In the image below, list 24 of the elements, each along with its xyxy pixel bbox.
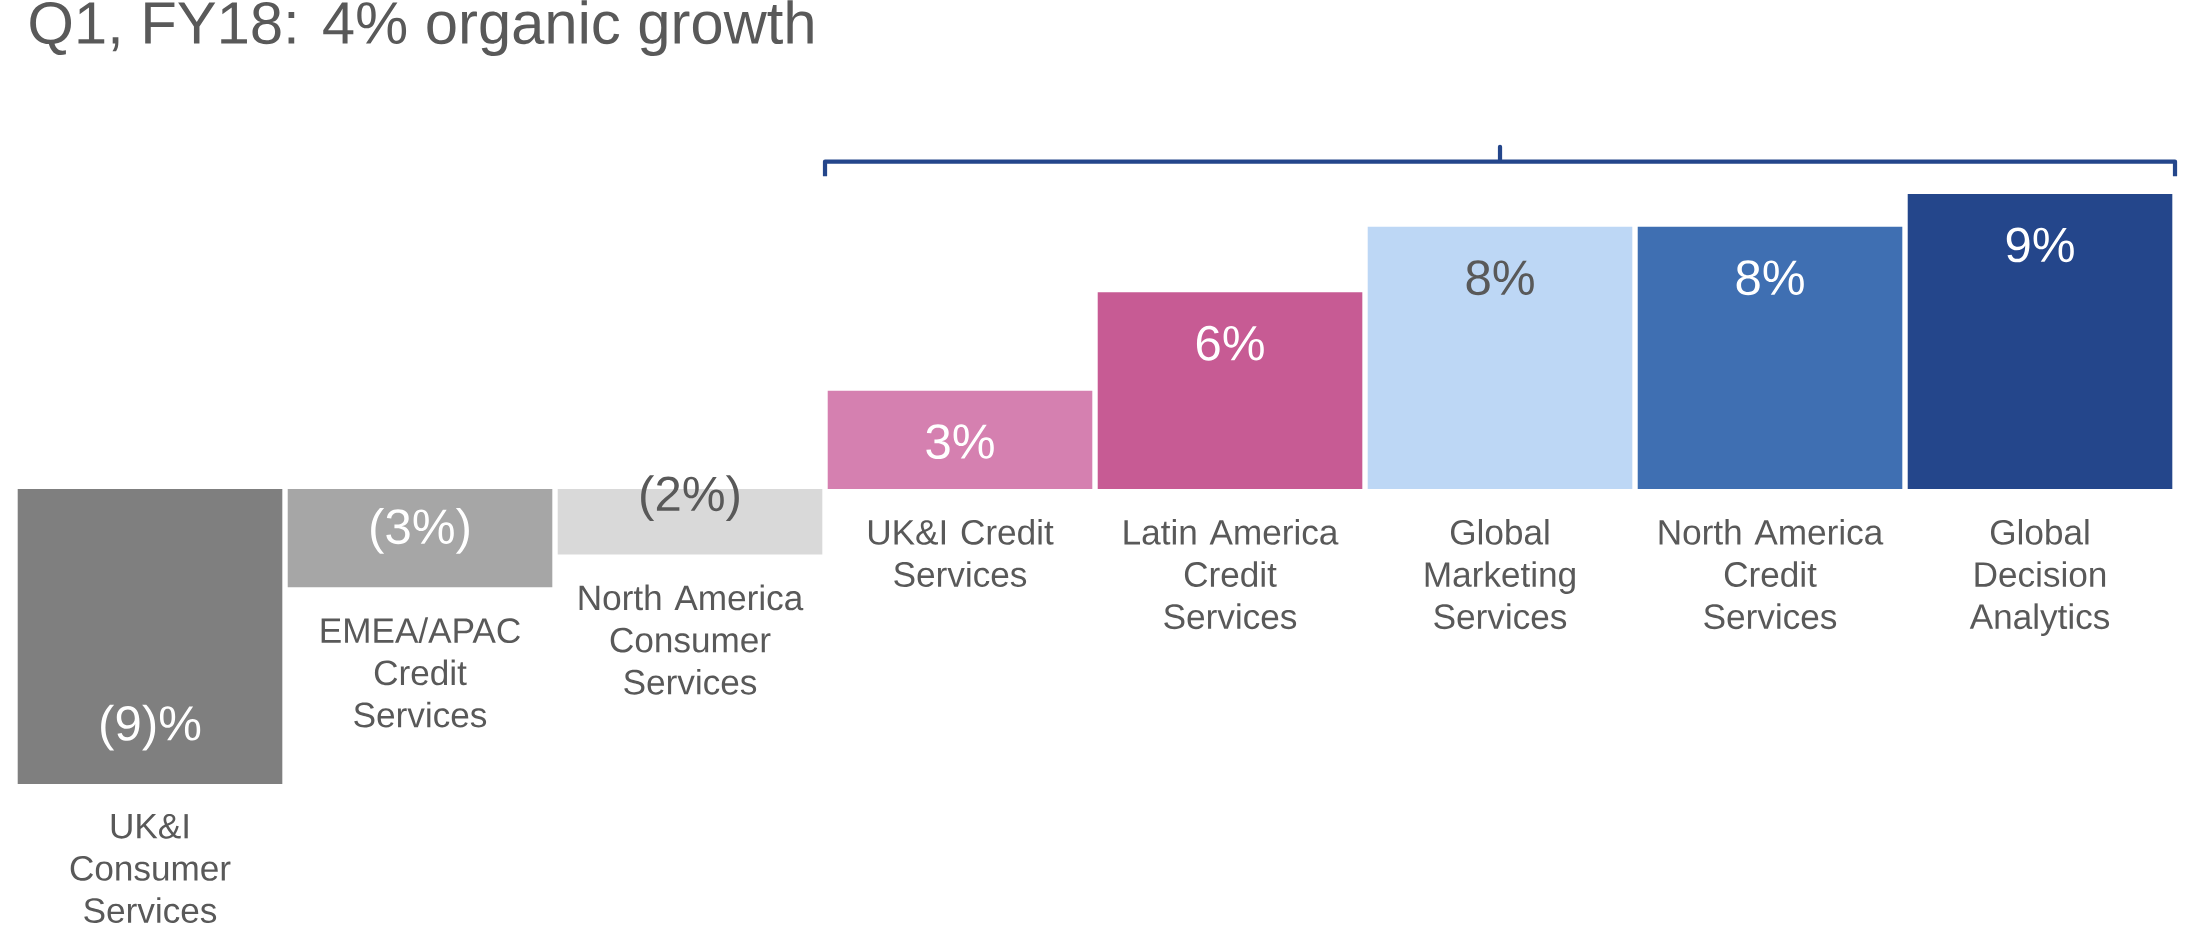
bar bbox=[1367, 226, 1633, 489]
x-tick-label: Latin America Credit Services bbox=[1124, 518, 1339, 630]
chart-title: Q1, FY18: 4% organic growth bbox=[30, 0, 813, 57]
data-label: (2%) bbox=[641, 475, 739, 522]
x-tick-label: North America Consumer Services bbox=[579, 584, 804, 695]
x-tick-label: UK&I Consumer Services bbox=[70, 814, 231, 923]
data-label: 3% bbox=[926, 424, 994, 460]
x-tick-label: Global Decision Analytics bbox=[1969, 518, 2110, 637]
bar bbox=[1097, 292, 1363, 489]
data-label: (3%) bbox=[371, 507, 469, 554]
x-tick-label: UK&I Credit Services bbox=[868, 518, 1054, 587]
bar bbox=[827, 390, 1093, 489]
data-label: 8% bbox=[1736, 260, 1804, 296]
x-tick-label: Global Marketing Services bbox=[1425, 518, 1575, 630]
x-tick-label: EMEA/APAC Credit Services bbox=[321, 617, 520, 728]
bar bbox=[287, 488, 553, 588]
bar bbox=[1637, 226, 1903, 489]
data-label: 9% bbox=[2006, 227, 2074, 263]
data-label: 8% bbox=[1466, 260, 1534, 296]
x-tick-label: North America Credit Services bbox=[1659, 518, 1884, 630]
bar bbox=[17, 488, 283, 784]
data-label: (9)% bbox=[101, 704, 201, 751]
bar bbox=[1907, 194, 2173, 489]
data-label: 6% bbox=[1196, 325, 1264, 361]
